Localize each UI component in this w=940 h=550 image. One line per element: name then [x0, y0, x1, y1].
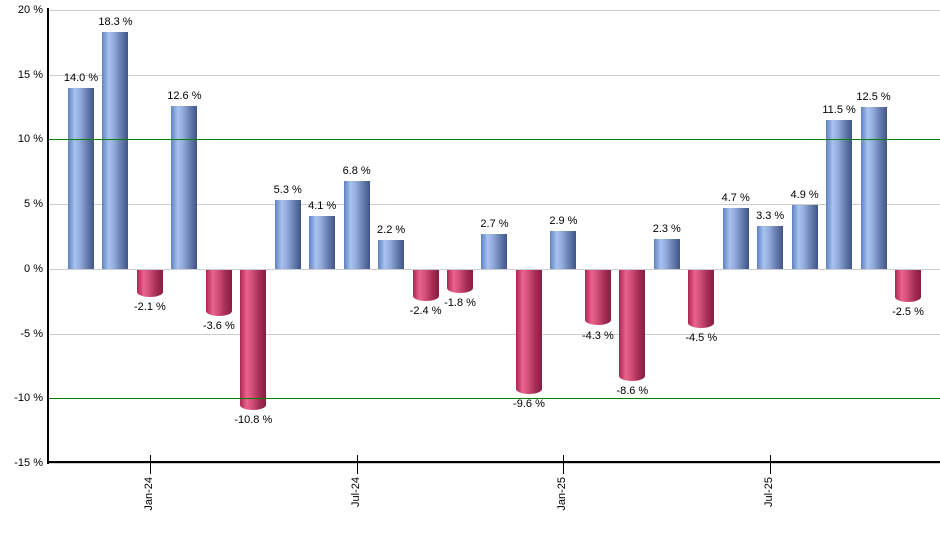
positive-return-bar — [757, 226, 784, 269]
bar-value-label: 18.3 % — [98, 16, 133, 28]
y-axis-tick-label: 5 % — [24, 198, 43, 211]
bar-value-label: 12.5 % — [856, 91, 891, 104]
bar-value-label: 4.1 % — [308, 199, 337, 212]
gridline — [48, 204, 940, 206]
bar-value-label: -9.6 % — [513, 398, 545, 411]
gridline — [48, 333, 940, 335]
gridline — [48, 463, 940, 464]
positive-return-bar — [722, 208, 749, 269]
positive-return-bar — [791, 205, 818, 269]
x-axis-tick — [356, 455, 358, 474]
bar-value-label: -10.8 % — [234, 413, 273, 426]
bar-value-label: 3.3 % — [756, 210, 785, 223]
positive-return-bar — [102, 32, 129, 269]
bar-value-label: 2.2 % — [377, 224, 406, 237]
gridline — [48, 74, 940, 76]
x-axis-tick-label: Jan-24 — [142, 477, 155, 511]
x-axis-tick-label: Jan-25 — [556, 477, 569, 511]
gridline — [48, 10, 940, 11]
negative-return-bar — [136, 269, 163, 298]
bar-value-label: 2.9 % — [549, 215, 578, 228]
bar-value-label: 2.3 % — [652, 223, 681, 236]
x-axis-tick — [563, 455, 565, 474]
reference-line — [48, 398, 940, 400]
bar-value-label: 12.6 % — [167, 89, 202, 102]
negative-return-bar — [584, 269, 611, 326]
y-axis-tick-label: 10 % — [17, 133, 43, 146]
bar-value-label: 4.9 % — [790, 189, 819, 202]
negative-return-bar — [688, 269, 715, 329]
bar-value-label: -4.3 % — [581, 329, 614, 342]
y-axis-tick-label: 0 % — [24, 262, 43, 275]
bar-value-label: -2.1 % — [134, 301, 166, 314]
positive-return-bar — [653, 239, 680, 269]
x-axis-line — [47, 461, 940, 463]
reference-line — [48, 139, 940, 141]
positive-return-bar — [274, 200, 301, 269]
bar-value-label: -2.4 % — [409, 304, 442, 317]
bar-value-label: -8.6 % — [616, 385, 649, 398]
x-axis-tick — [149, 455, 151, 474]
gridline — [48, 268, 940, 270]
negative-return-bar — [619, 269, 646, 382]
positive-return-bar — [171, 105, 198, 269]
positive-return-bar — [309, 215, 336, 269]
positive-return-bar — [481, 233, 508, 269]
positive-return-bar — [343, 180, 370, 269]
bar-value-label: 11.5 % — [822, 104, 856, 116]
x-axis-tick — [770, 455, 772, 474]
bar-value-label: 6.8 % — [342, 164, 371, 177]
y-axis-tick-label: -5 % — [20, 327, 43, 340]
bar-value-label: 5.3 % — [273, 184, 302, 197]
positive-return-bar — [68, 87, 94, 269]
y-axis-tick-label: 20 % — [17, 4, 43, 16]
negative-return-bar — [240, 269, 267, 410]
negative-return-bar — [412, 269, 439, 301]
positive-return-bar — [826, 120, 853, 269]
positive-return-bar — [550, 231, 577, 269]
bar-value-label: -2.5 % — [892, 306, 924, 319]
bar-value-label: -4.5 % — [685, 332, 718, 345]
negative-return-bar — [447, 269, 474, 294]
bar-value-label: -1.8 % — [444, 297, 476, 310]
y-axis-tick-label: 15 % — [17, 68, 43, 81]
x-axis-tick-label: Jul-25 — [763, 477, 776, 507]
negative-return-bar — [515, 269, 542, 395]
negative-return-bar — [894, 269, 921, 303]
positive-return-bar — [860, 107, 887, 269]
negative-return-bar — [205, 269, 232, 317]
positive-return-bar — [378, 240, 405, 269]
bar-value-label: 4.7 % — [721, 192, 750, 205]
y-axis-tick-label: -15 % — [14, 457, 43, 469]
y-axis-tick-label: -10 % — [14, 392, 43, 405]
y-axis-line — [47, 8, 49, 464]
x-axis-tick-label: Jul-24 — [349, 477, 362, 507]
bar-value-label: -3.6 % — [202, 320, 235, 333]
bar-value-label: 14.0 % — [63, 71, 99, 84]
bar-value-label: 2.7 % — [480, 217, 509, 230]
